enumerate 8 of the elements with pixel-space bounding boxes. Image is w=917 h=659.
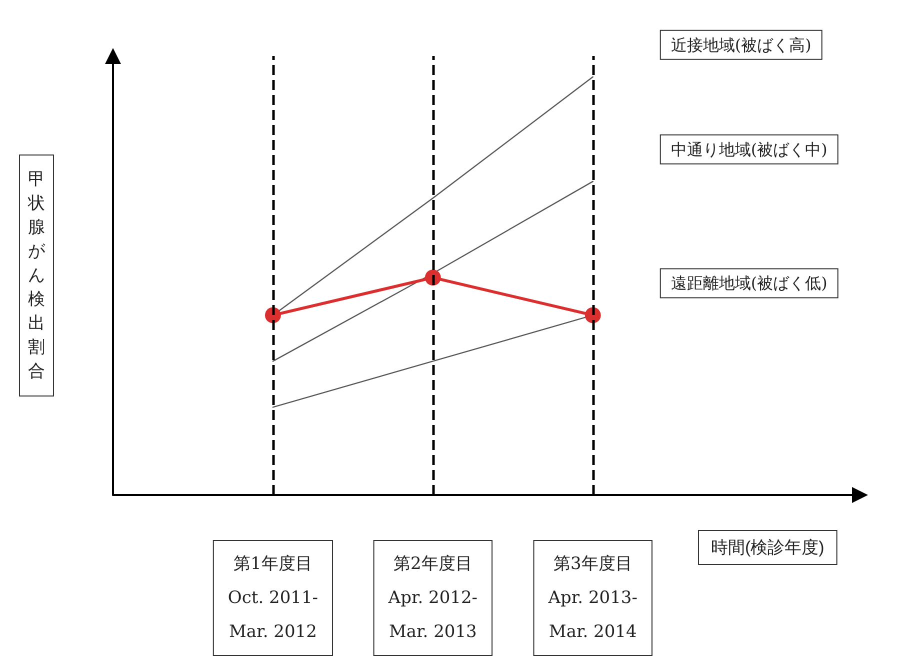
x-tick-label: 第1年度目 Oct. 2011- Mar. 2012 xyxy=(228,554,318,642)
x-tick-label: 第2年度目 Apr. 2012- Mar. 2013 xyxy=(387,554,478,642)
text: 甲状腺がん検出割合 xyxy=(28,170,45,382)
x-tick-label: 第3年度目 Apr. 2013- Mar. 2014 xyxy=(547,554,638,642)
text: 遠距離地域(被ばく低) xyxy=(670,274,828,293)
text: 近接地域(被ばく高) xyxy=(670,35,812,54)
text: 中通り地域(被ばく中) xyxy=(670,140,828,159)
x-axis-title: 時間(検診年度) xyxy=(711,538,824,557)
